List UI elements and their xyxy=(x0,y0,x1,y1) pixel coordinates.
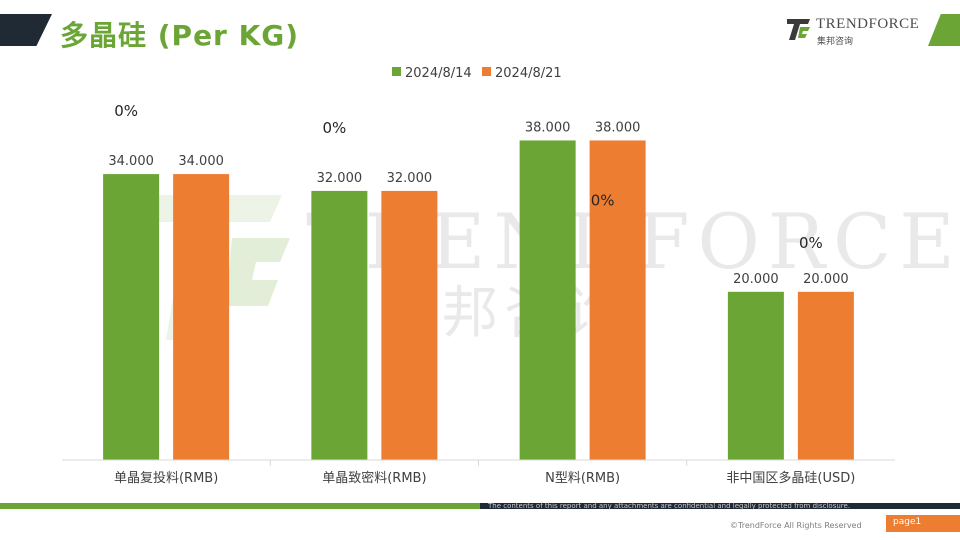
bars-group xyxy=(103,140,854,461)
change-label-2: 0% xyxy=(322,119,346,137)
data-label-1-1: 34.000 xyxy=(108,154,154,169)
data-label-1-4: 20.000 xyxy=(733,272,779,287)
legend-label-1: 2024/8/14 xyxy=(405,66,472,81)
legend-swatch-1 xyxy=(392,67,401,76)
change-label-3: 0% xyxy=(591,191,615,209)
bar-1-1 xyxy=(103,174,160,460)
data-label-2-2: 32.000 xyxy=(387,171,433,186)
footer-dark-bar xyxy=(480,503,960,509)
labels-group: 34.000 34.000 0% 单晶复投料(RMB) 32.000 32.000 0% 单晶… xyxy=(108,102,855,486)
x-axis-ticks xyxy=(269,460,688,466)
legend-label-2: 2024/8/21 xyxy=(495,66,562,81)
data-label-2-1: 34.000 xyxy=(178,154,224,169)
copyright-text: ©TrendForce All Rights Reserved xyxy=(730,521,862,530)
confidentiality-notice: The contents of this report and any atta… xyxy=(488,502,851,510)
footer-green-bar xyxy=(0,503,480,509)
data-label-1-3: 38.000 xyxy=(525,120,571,135)
change-label-1: 0% xyxy=(114,102,138,120)
logo-wordmark: TRENDFORCE xyxy=(816,16,920,32)
trendforce-logo-icon xyxy=(786,16,812,42)
category-label-1: 单晶复投料(RMB) xyxy=(114,470,218,486)
category-label-3: N型料(RMB) xyxy=(545,471,620,486)
bar-1-4 xyxy=(727,291,784,460)
data-label-2-4: 20.000 xyxy=(803,272,849,287)
bar-2-4 xyxy=(797,291,854,460)
chart-legend: 2024/8/14 2024/8/21 xyxy=(392,66,562,81)
category-label-2: 单晶致密料(RMB) xyxy=(322,470,426,486)
page-title: 多晶硅 (Per KG) xyxy=(60,19,300,52)
bar-2-1 xyxy=(173,174,230,460)
bar-1-2 xyxy=(311,190,368,460)
change-label-4: 0% xyxy=(799,234,823,252)
category-label-4: 非中国区多晶硅(USD) xyxy=(726,470,855,486)
bar-2-2 xyxy=(381,190,438,460)
bar-1-3 xyxy=(519,140,576,461)
bar-2-3 xyxy=(589,140,646,461)
page-number: page1 xyxy=(886,515,960,532)
logo-subtitle: 集邦咨询 xyxy=(817,37,854,47)
data-label-1-2: 32.000 xyxy=(317,171,363,186)
legend-swatch-2 xyxy=(482,67,491,76)
data-label-2-3: 38.000 xyxy=(595,120,641,135)
